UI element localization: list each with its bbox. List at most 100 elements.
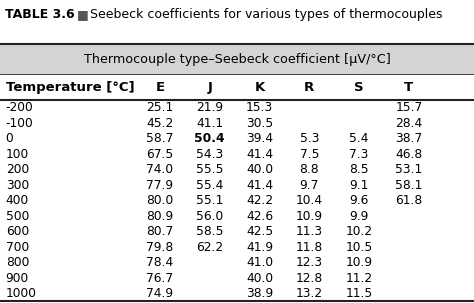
Text: 12.3: 12.3 (296, 256, 323, 269)
Text: 900: 900 (6, 272, 29, 285)
Text: 1000: 1000 (6, 287, 36, 300)
Text: 11.5: 11.5 (346, 287, 373, 300)
Bar (0, 193, 474, 208)
Text: 9.7: 9.7 (300, 179, 319, 192)
Text: 74.0: 74.0 (146, 163, 173, 176)
Text: T: T (404, 81, 413, 94)
Bar (0, 115, 474, 131)
Text: -200: -200 (6, 101, 34, 114)
Bar (0, 208, 474, 224)
Text: 58.5: 58.5 (196, 225, 224, 238)
Text: 41.1: 41.1 (196, 117, 223, 130)
Text: 42.6: 42.6 (246, 210, 273, 223)
Text: 41.9: 41.9 (246, 241, 273, 254)
Text: Seebeck coefficients for various types of thermocouples: Seebeck coefficients for various types o… (90, 8, 443, 21)
Text: 41.4: 41.4 (246, 179, 273, 192)
Text: 46.8: 46.8 (395, 148, 422, 161)
Text: 76.7: 76.7 (146, 272, 173, 285)
Text: E: E (155, 81, 164, 94)
Text: 21.9: 21.9 (196, 101, 223, 114)
Text: 77.9: 77.9 (146, 179, 173, 192)
Text: 56.0: 56.0 (196, 210, 223, 223)
Text: 300: 300 (6, 179, 29, 192)
Text: 61.8: 61.8 (395, 194, 422, 207)
Bar (0, 255, 474, 271)
Text: 40.0: 40.0 (246, 272, 273, 285)
Text: 10.9: 10.9 (296, 210, 323, 223)
Text: 15.7: 15.7 (395, 101, 422, 114)
Text: 67.5: 67.5 (146, 148, 173, 161)
Text: 5.4: 5.4 (349, 132, 369, 145)
Text: Thermocouple type–Seebeck coefficient [μV/°C]: Thermocouple type–Seebeck coefficient [μ… (83, 53, 391, 65)
Text: 5.3: 5.3 (300, 132, 319, 145)
Text: 8.5: 8.5 (349, 163, 369, 176)
Bar (0, 146, 474, 162)
Text: 58.1: 58.1 (395, 179, 422, 192)
Text: S: S (354, 81, 364, 94)
Text: 100: 100 (6, 148, 29, 161)
Text: 10.4: 10.4 (296, 194, 323, 207)
Text: 41.0: 41.0 (246, 256, 273, 269)
Text: 80.9: 80.9 (146, 210, 173, 223)
Bar (0, 178, 474, 193)
Text: 38.7: 38.7 (395, 132, 422, 145)
Bar (0, 100, 474, 115)
Text: 54.3: 54.3 (196, 148, 223, 161)
Bar (0, 271, 474, 286)
Text: 30.5: 30.5 (246, 117, 273, 130)
Text: 7.5: 7.5 (300, 148, 319, 161)
Text: 0: 0 (6, 132, 13, 145)
Text: 39.4: 39.4 (246, 132, 273, 145)
Text: 10.9: 10.9 (346, 256, 373, 269)
Text: TABLE 3.6: TABLE 3.6 (5, 8, 74, 21)
Bar (0, 44, 474, 74)
Text: 700: 700 (6, 241, 29, 254)
Bar (0, 131, 474, 146)
Text: 9.1: 9.1 (349, 179, 369, 192)
Text: 13.2: 13.2 (296, 287, 323, 300)
Text: Temperature [°C]: Temperature [°C] (6, 81, 134, 94)
Text: 400: 400 (6, 194, 29, 207)
Text: 12.8: 12.8 (296, 272, 323, 285)
Text: 38.9: 38.9 (246, 287, 273, 300)
Text: 62.2: 62.2 (196, 241, 223, 254)
Bar (0, 239, 474, 255)
Bar (0, 224, 474, 239)
Text: 55.4: 55.4 (196, 179, 223, 192)
Text: 74.9: 74.9 (146, 287, 173, 300)
Text: 9.9: 9.9 (349, 210, 369, 223)
Text: 80.7: 80.7 (146, 225, 173, 238)
Text: ■: ■ (73, 8, 93, 21)
Text: 600: 600 (6, 225, 29, 238)
Text: 200: 200 (6, 163, 29, 176)
Text: 80.0: 80.0 (146, 194, 173, 207)
Text: 11.3: 11.3 (296, 225, 323, 238)
Text: 58.7: 58.7 (146, 132, 173, 145)
Text: 55.1: 55.1 (196, 194, 223, 207)
Bar (0, 74, 474, 100)
Text: 42.5: 42.5 (246, 225, 273, 238)
Bar (0, 286, 474, 301)
Text: 9.6: 9.6 (349, 194, 369, 207)
Text: 45.2: 45.2 (146, 117, 173, 130)
Text: 41.4: 41.4 (246, 148, 273, 161)
Text: 11.2: 11.2 (346, 272, 373, 285)
Text: J: J (207, 81, 212, 94)
Text: 55.5: 55.5 (196, 163, 224, 176)
Text: 78.4: 78.4 (146, 256, 173, 269)
Text: 53.1: 53.1 (395, 163, 422, 176)
Text: -100: -100 (6, 117, 34, 130)
Text: 42.2: 42.2 (246, 194, 273, 207)
Text: 28.4: 28.4 (395, 117, 422, 130)
Text: 500: 500 (6, 210, 29, 223)
Text: K: K (255, 81, 264, 94)
Text: 40.0: 40.0 (246, 163, 273, 176)
Text: 10.5: 10.5 (346, 241, 373, 254)
Text: 8.8: 8.8 (300, 163, 319, 176)
Text: 15.3: 15.3 (246, 101, 273, 114)
Text: 25.1: 25.1 (146, 101, 173, 114)
Bar (0, 162, 474, 178)
Text: 50.4: 50.4 (194, 132, 225, 145)
Text: R: R (304, 81, 314, 94)
Text: 800: 800 (6, 256, 29, 269)
